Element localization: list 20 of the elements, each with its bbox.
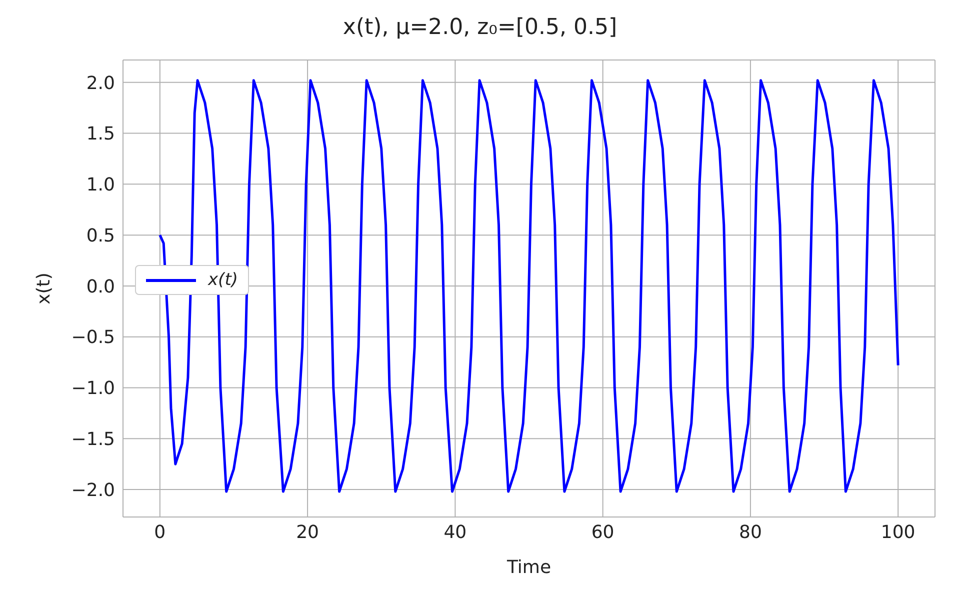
x-tick-label: 80 <box>739 522 762 543</box>
x-tick-label: 100 <box>880 522 916 543</box>
y-tick-label: −2.0 <box>71 480 115 501</box>
x-tick-label: 20 <box>296 522 319 543</box>
y-tick-label: −1.0 <box>71 378 115 400</box>
x-tick-label: 0 <box>154 522 166 543</box>
y-tick-label: −0.5 <box>71 327 115 348</box>
y-tick-label: 1.5 <box>86 124 115 145</box>
y-tick-label: 0.0 <box>86 276 115 298</box>
line-series <box>158 79 900 493</box>
y-tick-label: 0.5 <box>86 225 115 246</box>
x-tick-label: 60 <box>591 522 614 543</box>
chart-title: x(t), μ=2.0, z₀=[0.5, 0.5] <box>342 14 618 42</box>
legend-label: x(t) <box>208 270 238 290</box>
y-tick-label: −1.5 <box>71 429 115 450</box>
y-tick-label: 1.0 <box>86 174 115 196</box>
x-axis-title: Time <box>506 557 552 578</box>
y-tick-label: 2.0 <box>86 72 115 94</box>
y-axis-title: x(t) <box>33 272 54 304</box>
x-tick-label: 40 <box>444 522 467 543</box>
